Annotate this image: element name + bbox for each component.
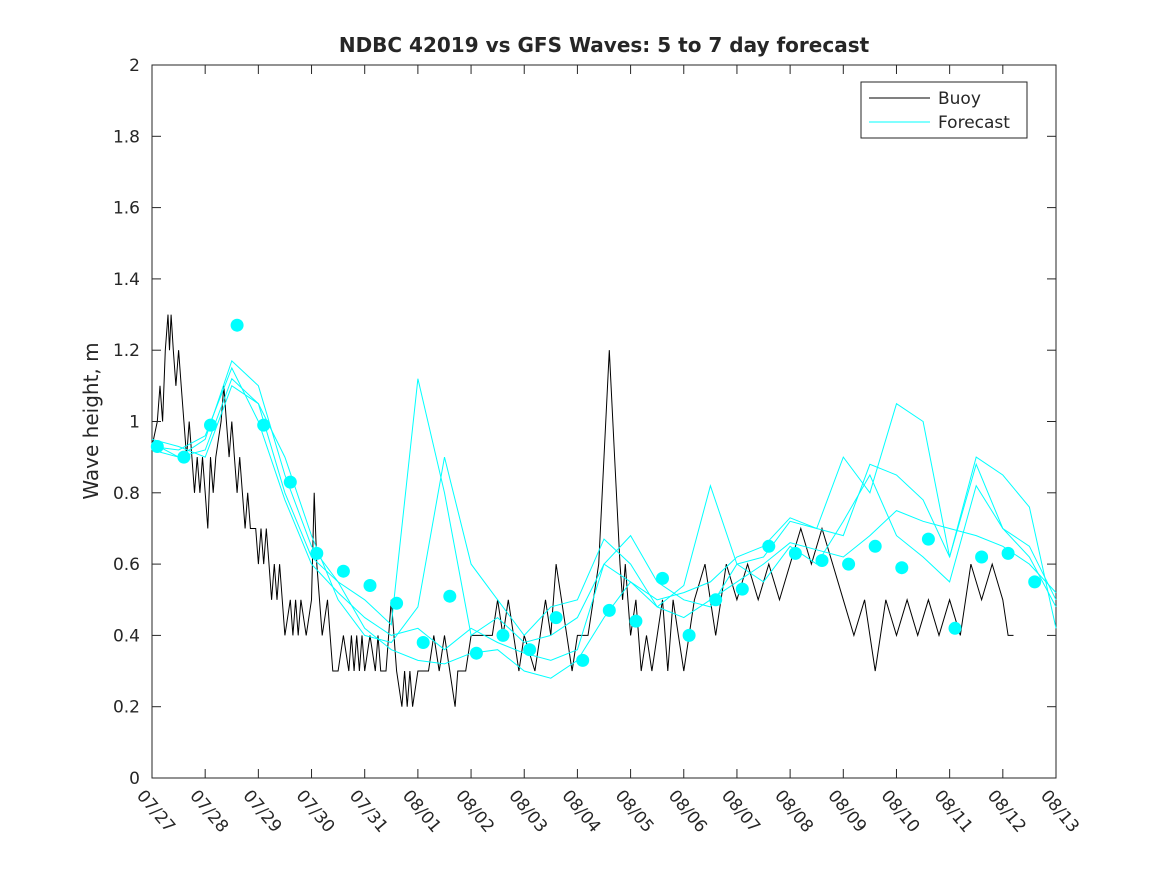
forecast-point-6 [310, 546, 324, 560]
y-tick-label-10: 2 [129, 56, 140, 76]
forecast-point-0 [150, 440, 164, 453]
legend-buoy-label: Buoy [938, 89, 981, 109]
forecast-point-30 [948, 621, 962, 635]
y-tick-label-8: 1.6 [113, 199, 140, 219]
y-axis-label: Wave height, m [79, 342, 103, 499]
forecast-point-29 [921, 532, 935, 546]
y-tick-label-1: 0.2 [113, 698, 140, 718]
forecast-point-14 [523, 643, 537, 657]
forecast-point-1 [177, 450, 191, 464]
series-layer [150, 314, 1057, 707]
forecast-point-33 [1028, 575, 1042, 589]
forecast-point-18 [629, 614, 643, 628]
forecast-point-21 [709, 593, 723, 607]
y-tick-label-9: 1.8 [113, 127, 140, 147]
forecast-point-3 [230, 318, 244, 332]
forecast-point-25 [815, 554, 829, 567]
forecast-point-17 [602, 603, 616, 617]
y-tick-label-2: 0.4 [113, 626, 140, 646]
plot-area [151, 64, 1057, 779]
forecast-point-28 [895, 561, 909, 575]
forecast-point-9 [390, 596, 404, 610]
forecast-line-1 [151, 385, 1057, 679]
forecast-point-20 [682, 628, 696, 642]
y-tick-label-0: 0 [129, 769, 140, 789]
forecast-point-10 [416, 636, 430, 649]
y-tick-label-7: 1.4 [113, 270, 140, 290]
forecast-point-4 [257, 418, 271, 432]
forecast-point-11 [443, 589, 457, 603]
forecast-line-3 [151, 360, 1057, 644]
forecast-point-8 [363, 579, 377, 592]
buoy-line-0 [151, 314, 1014, 707]
forecast-point-5 [283, 475, 297, 489]
forecast-point-22 [735, 582, 749, 596]
forecast-point-12 [469, 646, 483, 660]
legend-box [860, 81, 1028, 139]
y-tick-label-3: 0.6 [113, 555, 140, 575]
y-tick-label-6: 1.2 [113, 341, 140, 361]
forecast-point-26 [842, 557, 856, 571]
y-tick-label-5: 1 [129, 413, 140, 433]
legend-forecast-label: Forecast [938, 113, 1010, 133]
forecast-point-23 [762, 539, 776, 553]
forecast-point-13 [496, 628, 510, 642]
chart-title: NDBC 42019 vs GFS Waves: 5 to 7 day fore… [339, 33, 870, 57]
forecast-point-31 [975, 550, 989, 564]
legend: Buoy Forecast [860, 81, 1028, 139]
y-tick-label-4: 0.8 [113, 484, 140, 504]
forecast-point-27 [868, 539, 882, 553]
forecast-point-2 [204, 418, 217, 432]
forecast-point-19 [656, 571, 669, 585]
forecast-point-15 [549, 611, 563, 625]
forecast-point-16 [576, 653, 590, 667]
forecast-point-24 [788, 546, 802, 560]
forecast-line-4 [151, 377, 1057, 644]
forecast-point-7 [336, 564, 350, 578]
forecast-point-32 [1001, 546, 1015, 560]
